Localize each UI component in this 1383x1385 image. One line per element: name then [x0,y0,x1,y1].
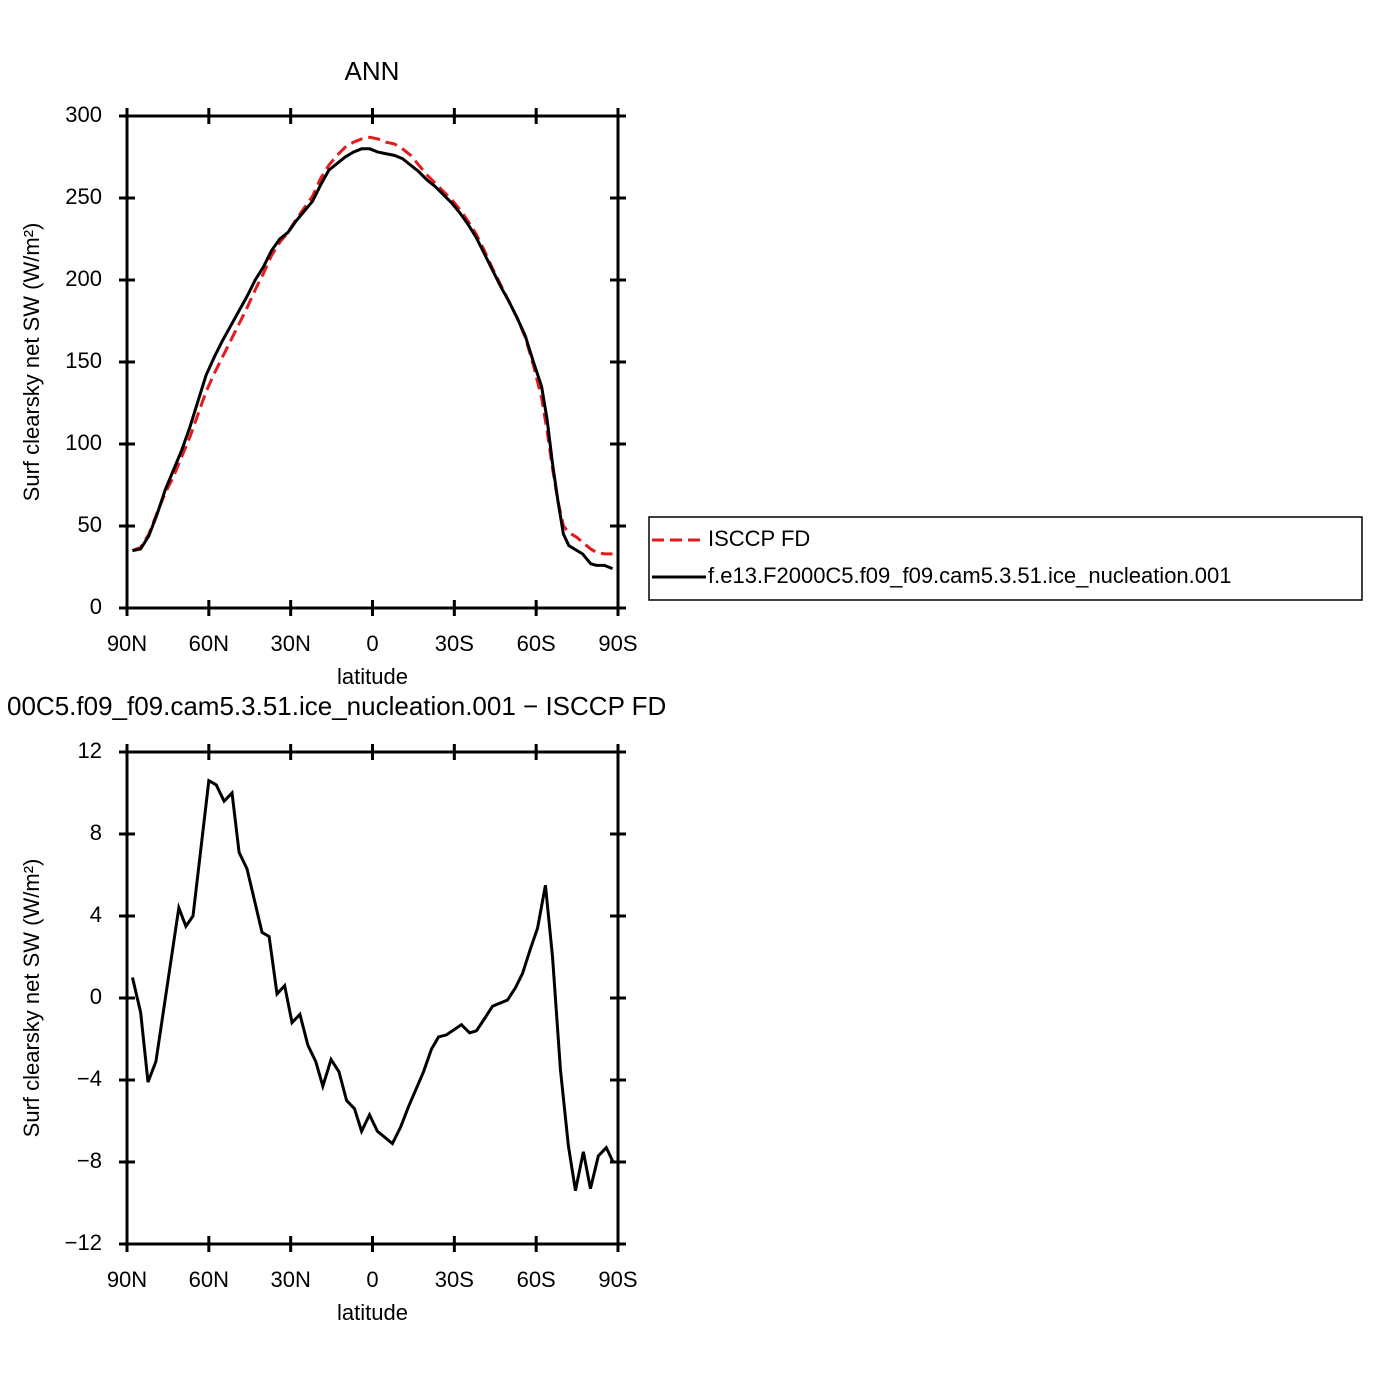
plot-frame [125,114,620,610]
x-tick-label: 90S [598,1267,637,1292]
legend-box [648,516,1363,601]
series-line [132,147,614,571]
x-tick-label: 60N [189,631,229,656]
x-tick-label: 30S [435,631,474,656]
x-tick-label: 30S [435,1267,474,1292]
x-tick-label: 60S [517,631,556,656]
y-axis-label: Surf clearsky net SW (W/m²) [19,859,44,1138]
y-tick-label: 0 [90,594,102,619]
x-tick-label: 30N [270,631,310,656]
x-tick-label: 90N [107,631,147,656]
x-tick-label: 60N [189,1267,229,1292]
y-tick-label: −12 [65,1230,102,1255]
series-line [131,135,613,556]
x-axis-label: latitude [337,664,408,689]
y-tick-label: 100 [65,430,102,455]
y-tick-label: 4 [90,902,102,927]
x-tick-label: 30N [270,1267,310,1292]
x-tick-label: 0 [366,631,378,656]
x-tick-label: 90N [107,1267,147,1292]
y-tick-label: 300 [65,102,102,127]
x-tick-label: 0 [366,1267,378,1292]
y-tick-label: 12 [78,738,102,763]
legend-label: ISCCP FD [708,526,810,551]
y-tick-label: 200 [65,266,102,291]
plot-frame [125,750,620,1246]
x-tick-label: 90S [598,631,637,656]
y-tick-label: 0 [90,984,102,1009]
y-tick-label: 150 [65,348,102,373]
y-tick-label: −8 [77,1148,102,1173]
y-tick-label: 250 [65,184,102,209]
legend-label: f.e13.F2000C5.f09_f09.cam5.3.51.ice_nucl… [708,563,1232,588]
y-axis-label: Surf clearsky net SW (W/m²) [19,223,44,502]
x-tick-label: 60S [517,1267,556,1292]
chart-title: 00C5.f09_f09.cam5.3.51.ice_nucleation.00… [7,691,666,721]
series-line [130,778,615,1191]
x-axis-label: latitude [337,1300,408,1325]
y-tick-label: 50 [78,512,102,537]
chart-title: ANN [345,56,400,86]
y-tick-label: 8 [90,820,102,845]
y-tick-label: −4 [77,1066,102,1091]
